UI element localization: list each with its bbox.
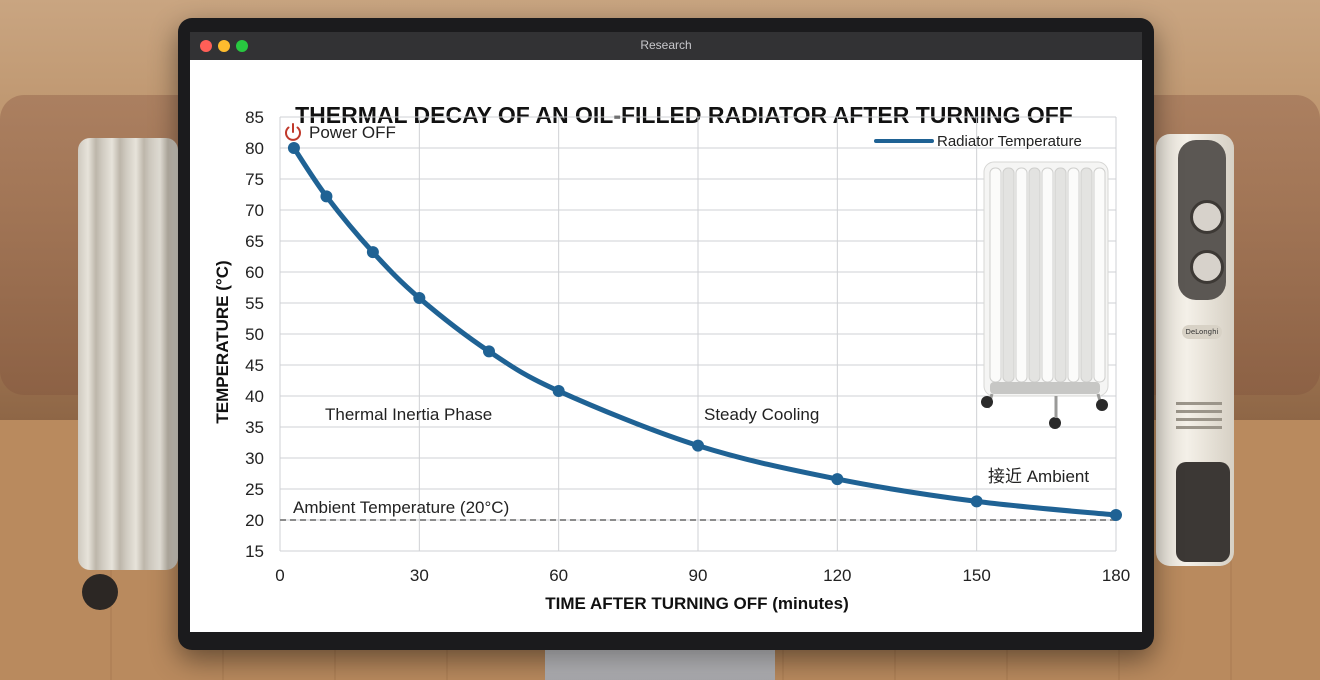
background-radiator-vent [1176, 426, 1222, 429]
data-point [483, 345, 495, 358]
x-tick-label: 150 [962, 566, 990, 585]
y-tick-label: 15 [245, 542, 264, 561]
steady-cooling-label: Steady Cooling [704, 405, 819, 424]
research-window: Research THERMAL DECAY OF AN OIL-FILLED … [190, 32, 1142, 632]
data-point [413, 292, 426, 305]
background-radiator-left [78, 138, 178, 570]
zoom-window-button[interactable] [236, 40, 248, 52]
x-tick-label: 120 [823, 566, 851, 585]
y-tick-label: 65 [245, 232, 264, 251]
data-point [320, 190, 333, 203]
y-axis-label: TEMPERATURE (°C) [213, 260, 232, 423]
temperature-chart: THERMAL DECAY OF AN OIL-FILLED RADIATOR … [213, 102, 1130, 613]
power-off-label: Power OFF [309, 123, 396, 142]
background-radiator-wheel [82, 574, 118, 610]
data-point [970, 495, 983, 508]
y-tick-label: 85 [245, 108, 264, 127]
y-tick-label: 55 [245, 294, 264, 313]
x-tick-label: 60 [549, 566, 568, 585]
near-ambient-label: 接近 Ambient [988, 467, 1089, 486]
y-tick-label: 35 [245, 418, 264, 437]
minimize-window-button[interactable] [218, 40, 230, 52]
background-radiator-vent [1176, 418, 1222, 421]
y-tick-label: 25 [245, 480, 264, 499]
background-radiator-knob [1190, 250, 1224, 284]
data-point [1110, 509, 1122, 522]
data-point [831, 473, 844, 486]
x-tick-label: 90 [689, 566, 708, 585]
window-titlebar: Research [190, 32, 1142, 60]
x-tick-label: 0 [275, 566, 284, 585]
y-tick-label: 20 [245, 511, 264, 530]
data-point [692, 439, 704, 452]
x-tick-label: 30 [410, 566, 429, 585]
y-tick-label: 50 [245, 325, 264, 344]
y-tick-label: 60 [245, 263, 264, 282]
background-radiator-knob [1190, 200, 1224, 234]
background-radiator-brand-badge: DeLonghi [1182, 325, 1222, 339]
x-axis-ticks: 0 30 60 90 120 150 180 [275, 566, 1130, 585]
power-icon [285, 123, 301, 141]
data-point [366, 246, 379, 259]
y-tick-label: 40 [245, 387, 264, 406]
data-point [287, 142, 300, 154]
chart-title: THERMAL DECAY OF AN OIL-FILLED RADIATOR … [295, 102, 1073, 128]
background-radiator-vent [1176, 410, 1222, 413]
close-window-button[interactable] [200, 40, 212, 52]
ambient-temperature-label: Ambient Temperature (20°C) [293, 498, 509, 517]
radiator-illustration [981, 161, 1109, 429]
power-off-annotation: Power OFF [285, 123, 396, 142]
thermal-inertia-phase-label: Thermal Inertia Phase [325, 405, 492, 424]
background-radiator-vent [1176, 402, 1222, 405]
y-tick-label: 70 [245, 201, 264, 220]
y-axis-ticks: 15 20 25 30 35 40 45 50 55 60 65 70 75 80 85 [245, 108, 264, 561]
y-tick-label: 30 [245, 449, 264, 468]
radiator-temperature-points [287, 142, 1122, 522]
legend-label: Radiator Temperature [937, 133, 1082, 150]
y-tick-label: 80 [245, 139, 264, 158]
background-radiator-cord-box [1176, 462, 1230, 562]
window-title: Research [640, 38, 692, 52]
data-point [552, 385, 565, 398]
monitor-stand [545, 648, 775, 680]
x-axis-label: TIME AFTER TURNING OFF (minutes) [545, 594, 848, 613]
x-tick-label: 180 [1102, 566, 1130, 585]
chart-legend: Radiator Temperature [874, 133, 1082, 150]
y-tick-label: 45 [245, 356, 264, 375]
y-tick-label: 75 [245, 170, 264, 189]
